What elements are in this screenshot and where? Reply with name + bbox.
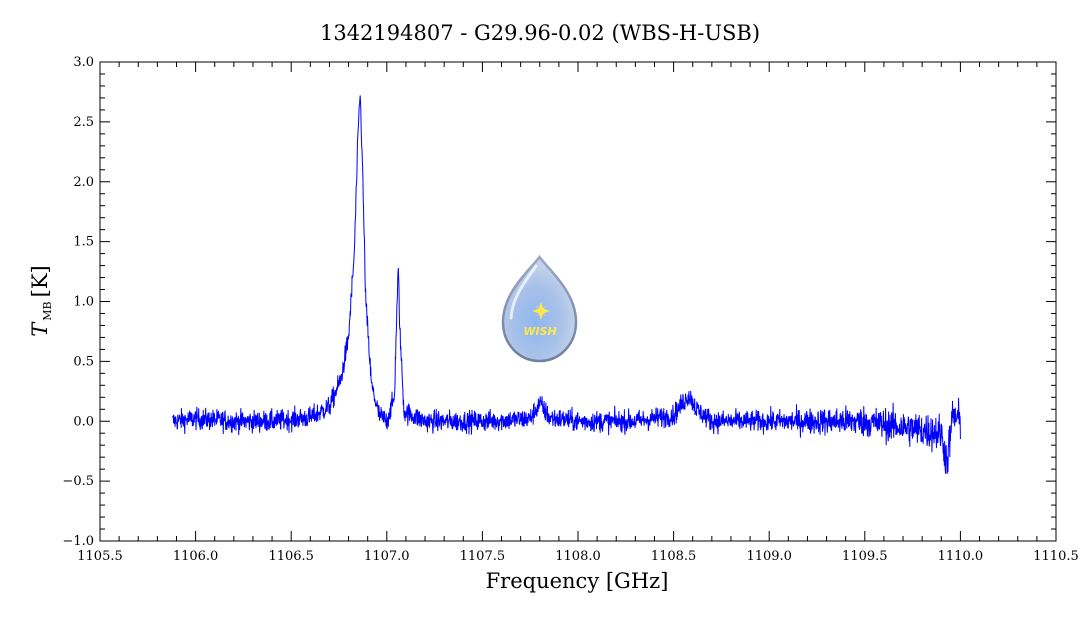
x-tick-label: 1110.0 <box>938 549 984 564</box>
y-tick-label: 2.5 <box>73 115 94 130</box>
y-axis-unit: [K] <box>28 265 52 297</box>
x-tick-label: 1109.5 <box>842 549 888 564</box>
plot-frame <box>99 61 1057 542</box>
y-tick-label: 1.5 <box>73 235 94 250</box>
x-tick-label: 1108.0 <box>555 549 601 564</box>
x-axis-label: Frequency [GHz] <box>486 569 669 593</box>
y-tick-label: 3.0 <box>73 55 94 70</box>
wish-logo: WISH <box>501 254 578 363</box>
x-tick-label: 1108.5 <box>651 549 697 564</box>
y-axis-symbol: T <box>28 321 52 337</box>
axis-ticks <box>99 61 1057 542</box>
chart-title: 1342194807 - G29.96-0.02 (WBS-H-USB) <box>320 21 760 45</box>
x-tick-labels: 1105.5 1106.0 1106.5 1107.0 1107.5 1108.0 1108… <box>77 549 1079 564</box>
y-tick-labels: −1.0 −0.5 0.0 0.5 1.0 1.5 2.0 2.5 3.0 <box>62 55 94 549</box>
star-icon <box>532 302 550 320</box>
x-tick-label: 1106.5 <box>268 549 314 564</box>
y-axis-subscript: MB <box>41 301 54 320</box>
y-tick-label: 1.0 <box>73 295 94 310</box>
y-tick-label: 0.0 <box>73 414 94 429</box>
y-tick-label: 2.0 <box>73 175 94 190</box>
y-axis-label: TMB [K] <box>28 265 54 336</box>
wish-logo-text: WISH <box>523 325 556 338</box>
spectrum-line <box>172 95 961 474</box>
y-tick-label: 0.5 <box>73 354 94 369</box>
x-tick-label: 1110.5 <box>1033 549 1079 564</box>
y-tick-label: −1.0 <box>62 534 94 549</box>
x-tick-label: 1105.5 <box>77 549 123 564</box>
x-tick-label: 1109.0 <box>746 549 792 564</box>
x-tick-label: 1107.0 <box>364 549 410 564</box>
x-tick-label: 1106.0 <box>173 549 219 564</box>
x-tick-label: 1107.5 <box>460 549 506 564</box>
y-tick-label: −0.5 <box>62 474 94 489</box>
